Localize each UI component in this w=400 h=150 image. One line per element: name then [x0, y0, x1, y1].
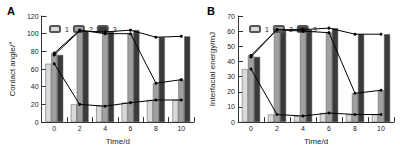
svg-text:0: 0 [52, 125, 56, 132]
svg-text:0: 0 [231, 119, 235, 126]
svg-text:Interfacial energy/mJ: Interfacial energy/mJ [208, 32, 217, 106]
svg-text:2: 2 [289, 26, 293, 33]
svg-text:8: 8 [353, 125, 357, 132]
svg-text:B: B [207, 5, 215, 17]
svg-text:8: 8 [154, 125, 158, 132]
svg-text:0: 0 [35, 119, 39, 126]
svg-text:20: 20 [31, 101, 39, 108]
svg-text:60: 60 [227, 28, 235, 35]
svg-text:10: 10 [177, 125, 185, 132]
svg-text:50: 50 [227, 43, 235, 50]
svg-text:0: 0 [249, 125, 253, 132]
svg-text:10: 10 [377, 125, 385, 132]
svg-text:2: 2 [275, 125, 279, 132]
svg-text:80: 80 [31, 48, 39, 55]
svg-text:120: 120 [27, 13, 39, 20]
svg-text:6: 6 [327, 125, 331, 132]
svg-text:3: 3 [112, 25, 117, 33]
svg-text:Time/d: Time/d [106, 137, 130, 146]
svg-text:70: 70 [227, 13, 235, 20]
svg-text:20: 20 [227, 88, 235, 95]
svg-text:4: 4 [103, 125, 107, 132]
svg-text:2: 2 [78, 125, 82, 132]
svg-text:60: 60 [31, 66, 39, 73]
svg-text:100: 100 [27, 30, 39, 37]
svg-text:4: 4 [301, 125, 305, 132]
svg-text:6: 6 [129, 125, 133, 132]
svg-text:Contact angle/°: Contact angle/° [8, 42, 17, 97]
svg-text:1: 1 [265, 26, 269, 33]
svg-text:2: 2 [88, 25, 93, 33]
svg-text:40: 40 [227, 58, 235, 65]
svg-text:40: 40 [31, 83, 39, 90]
svg-text:1: 1 [65, 26, 69, 33]
svg-text:A: A [7, 5, 15, 17]
svg-text:30: 30 [227, 73, 235, 80]
svg-text:10: 10 [227, 103, 235, 110]
svg-text:Time/d: Time/d [304, 137, 328, 146]
